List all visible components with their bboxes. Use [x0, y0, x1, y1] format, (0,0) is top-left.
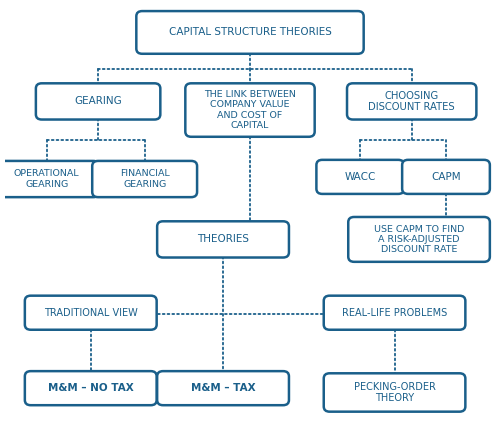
Text: CAPITAL STRUCTURE THEORIES: CAPITAL STRUCTURE THEORIES	[168, 27, 332, 37]
FancyBboxPatch shape	[25, 371, 156, 405]
Text: USE CAPM TO FIND
A RISK-ADJUSTED
DISCOUNT RATE: USE CAPM TO FIND A RISK-ADJUSTED DISCOUN…	[374, 224, 464, 254]
Text: GEARING: GEARING	[74, 96, 122, 106]
Text: M&M – TAX: M&M – TAX	[190, 383, 256, 393]
FancyBboxPatch shape	[36, 83, 160, 120]
Text: WACC: WACC	[344, 172, 376, 182]
FancyBboxPatch shape	[324, 373, 466, 412]
FancyBboxPatch shape	[0, 161, 99, 197]
FancyBboxPatch shape	[92, 161, 197, 197]
FancyBboxPatch shape	[136, 11, 364, 54]
FancyBboxPatch shape	[348, 217, 490, 262]
Text: PECKING-ORDER
THEORY: PECKING-ORDER THEORY	[354, 381, 436, 403]
Text: THE LINK BETWEEN
COMPANY VALUE
AND COST OF
CAPITAL: THE LINK BETWEEN COMPANY VALUE AND COST …	[204, 90, 296, 130]
FancyBboxPatch shape	[157, 371, 289, 405]
Text: M&M – NO TAX: M&M – NO TAX	[48, 383, 134, 393]
Text: CHOOSING
DISCOUNT RATES: CHOOSING DISCOUNT RATES	[368, 91, 455, 112]
Text: TRADITIONAL VIEW: TRADITIONAL VIEW	[44, 308, 138, 318]
FancyBboxPatch shape	[316, 160, 404, 194]
FancyBboxPatch shape	[402, 160, 490, 194]
Text: FINANCIAL
GEARING: FINANCIAL GEARING	[120, 169, 170, 189]
Text: OPERATIONAL
GEARING: OPERATIONAL GEARING	[14, 169, 80, 189]
FancyBboxPatch shape	[347, 83, 476, 120]
FancyBboxPatch shape	[157, 221, 289, 257]
Text: THEORIES: THEORIES	[197, 235, 249, 244]
FancyBboxPatch shape	[324, 296, 466, 330]
FancyBboxPatch shape	[186, 83, 314, 137]
Text: CAPM: CAPM	[431, 172, 461, 182]
FancyBboxPatch shape	[25, 296, 156, 330]
Text: REAL-LIFE PROBLEMS: REAL-LIFE PROBLEMS	[342, 308, 447, 318]
